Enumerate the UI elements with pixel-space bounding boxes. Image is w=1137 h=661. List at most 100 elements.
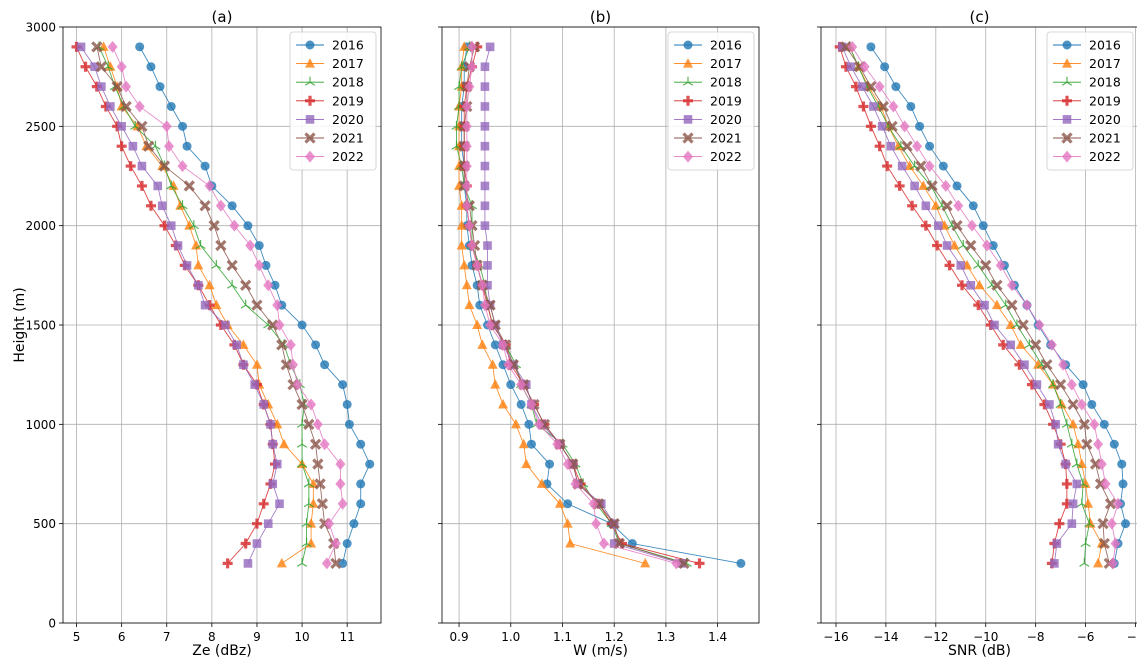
legend-marker-2020 [683,115,693,124]
x-tick-label: −4 [1127,630,1137,644]
x-tick-label: −16 [823,630,848,644]
data-point [516,378,527,391]
data-point [1089,458,1102,470]
data-point [117,122,126,131]
data-point [1076,498,1087,508]
x-axis-label: W (m/s) [573,643,628,659]
data-point [480,181,490,191]
data-point [1117,459,1127,469]
data-point [886,141,896,151]
data-point [1085,518,1096,528]
data-point [991,299,1002,310]
data-point [874,80,885,93]
data-point [183,180,195,192]
data-point [1081,438,1093,450]
data-point [1066,378,1077,391]
data-point [330,557,342,570]
data-point [521,380,531,389]
data-point [1050,559,1059,568]
data-point [251,299,263,311]
data-point [915,160,927,172]
data-point [274,319,285,331]
data-point [678,557,690,570]
data-point [338,380,348,390]
panel-2: −16−14−12−10−8−6−4(c)SNR (dB)20162017201… [817,8,1137,659]
legend-marker-2016 [683,40,693,50]
data-point [303,418,315,430]
data-point [292,378,303,391]
data-point [297,320,307,330]
data-point [320,360,330,370]
data-point [164,140,174,153]
legend-marker-2016 [1062,40,1072,50]
data-point [227,201,237,211]
data-point [598,537,609,550]
data-point [893,140,904,151]
data-point [365,459,375,469]
legend-entry: 2018 [332,75,364,90]
x-axis-label: Ze (dBz) [192,643,251,659]
data-point [490,340,500,350]
data-point [342,399,352,409]
data-point [153,181,163,191]
data-point [1093,438,1104,451]
legend-entry: 2020 [332,112,364,127]
data-point [906,101,916,111]
data-point [554,498,565,508]
data-point [166,221,176,230]
data-point [240,299,251,309]
data-point [915,121,925,131]
data-point [335,477,346,490]
data-point [121,80,132,93]
data-point [1084,518,1095,528]
legend-entry: 2017 [1089,56,1121,71]
data-point [158,160,171,172]
data-point [995,259,1006,272]
data-point [301,538,312,548]
data-point [204,279,215,290]
data-point [296,398,308,411]
data-point [208,220,220,232]
data-point [1106,517,1117,530]
data-point [204,179,215,192]
data-point [143,140,155,152]
data-point [137,161,147,171]
data-point [107,40,118,53]
data-point [316,498,328,510]
data-point [1052,539,1062,548]
data-point [907,200,918,211]
y-tick-label: 2500 [25,120,56,134]
data-point [694,558,705,569]
legend-marker-2019 [305,95,315,106]
data-point [957,280,968,291]
data-point [90,62,99,72]
x-axis-label: SNR (dB) [948,643,1011,659]
data-point [199,200,211,212]
data-point [461,160,472,173]
data-point [466,60,477,73]
data-point [227,279,238,289]
data-point [490,379,501,389]
data-point [1087,399,1097,409]
data-point [910,181,919,191]
data-point [570,477,581,490]
data-point [524,419,534,429]
data-point [1096,458,1107,471]
data-point [1068,418,1079,429]
data-point [480,201,490,211]
y-tick-label: 0 [48,617,56,631]
data-point [263,519,273,528]
data-point [503,358,514,371]
data-point [591,517,602,530]
data-point [671,557,682,570]
data-point [1005,319,1016,329]
x-tick-label: 1.1 [553,630,572,644]
data-point [1121,519,1131,529]
data-point [335,458,346,471]
data-point [461,199,472,212]
panel-title: (b) [590,8,611,26]
data-point [477,339,488,349]
data-point [880,62,890,72]
data-point [480,141,490,151]
data-point [978,221,988,231]
